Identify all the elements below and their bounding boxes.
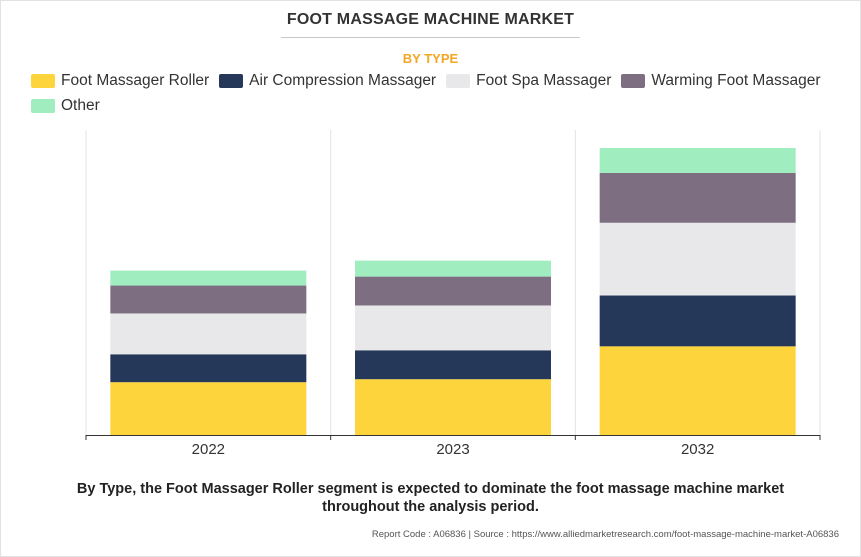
legend-label: Warming Foot Massager — [651, 72, 821, 89]
chart-title: FOOT MASSAGE MACHINE MARKET — [286, 11, 575, 28]
legend-swatch — [219, 74, 244, 88]
bar-segment — [355, 276, 551, 306]
chart-caption: By Type, the Foot Massager Roller segmen… — [0, 480, 861, 516]
bar-segment — [599, 172, 796, 223]
legend-label: Other — [61, 97, 100, 114]
title-divider — [281, 37, 580, 38]
bar-segment — [110, 270, 307, 286]
x-tick-label: 2032 — [681, 441, 714, 458]
legend-swatch — [446, 74, 471, 88]
source-note: Report Code : A06836 | Source : https://… — [371, 529, 839, 540]
bar-segment — [355, 305, 551, 351]
caption-line-2: throughout the analysis period. — [322, 499, 539, 515]
bar-segment — [110, 354, 307, 383]
x-tick-label: 2022 — [192, 441, 225, 458]
legend-item: Warming Foot Massager — [621, 71, 821, 91]
bar-segment — [110, 382, 307, 435]
bar-segment — [355, 350, 551, 380]
caption-line-1: By Type, the Foot Massager Roller segmen… — [76, 481, 785, 497]
bar-segment — [110, 285, 307, 314]
legend-label: Air Compression Massager — [249, 72, 437, 89]
chart-legend: Foot Massager Roller Air Compression Mass… — [31, 71, 851, 116]
bar-segment — [355, 379, 551, 435]
legend-label: Foot Massager Roller — [61, 72, 210, 89]
legend-item: Foot Massager Roller — [31, 71, 209, 91]
stacked-bar-chart: 2022 2023 2032 — [85, 130, 821, 458]
legend-item: Air Compression Massager — [219, 71, 436, 91]
legend-label: Foot Spa Massager — [476, 72, 612, 89]
bar-segment — [599, 346, 796, 435]
legend-swatch — [31, 74, 55, 88]
bar-segment — [599, 148, 796, 173]
bar-segment — [355, 260, 551, 277]
x-tick-label: 2023 — [436, 441, 469, 458]
bar-segment — [599, 295, 796, 347]
legend-item: Foot Spa Massager — [446, 71, 611, 91]
legend-swatch — [621, 74, 646, 88]
chart-subtitle: BY TYPE — [402, 51, 459, 66]
legend-swatch — [31, 99, 55, 113]
legend-item: Other — [31, 96, 100, 116]
bar-segment — [599, 222, 796, 296]
bar-segment — [110, 313, 307, 355]
